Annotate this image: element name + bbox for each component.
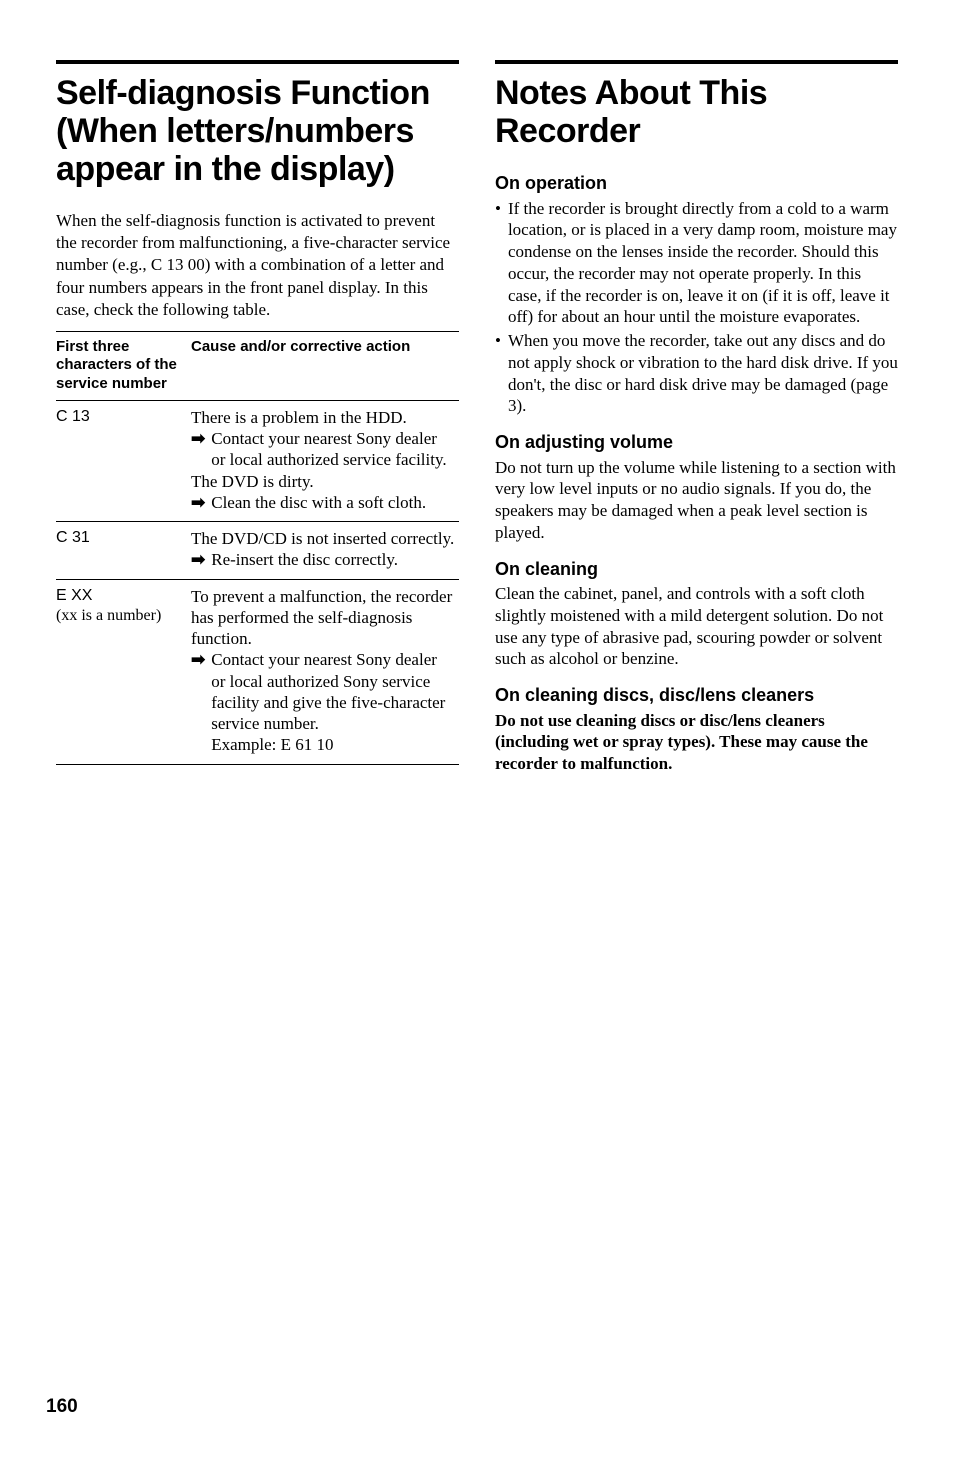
code-cell: C 13 <box>56 400 191 521</box>
arrow-item: ➡ Contact your nearest Sony dealer or lo… <box>191 428 455 471</box>
table-row: C 31 The DVD/CD is not inserted correctl… <box>56 522 459 580</box>
code-text: E XX <box>56 587 92 604</box>
action-text: To prevent a malfunction, the recorder h… <box>191 586 455 650</box>
section-title-right: Notes About This Recorder <box>495 74 898 150</box>
code-subtext: (xx is a number) <box>56 607 161 624</box>
arrow-item: ➡ Re-insert the disc correctly. <box>191 549 455 570</box>
arrow-icon: ➡ <box>191 492 211 513</box>
action-cell: There is a problem in the HDD. ➡ Contact… <box>191 400 459 521</box>
code-cell: C 31 <box>56 522 191 580</box>
page-number: 160 <box>46 1395 898 1419</box>
arrow-icon: ➡ <box>191 549 211 570</box>
table-row: C 13 There is a problem in the HDD. ➡ Co… <box>56 400 459 521</box>
bullet-list: If the recorder is brought directly from… <box>495 198 898 418</box>
subheading: On cleaning <box>495 558 898 581</box>
action-cell: The DVD/CD is not inserted correctly. ➡ … <box>191 522 459 580</box>
horizontal-rule <box>495 60 898 64</box>
arrow-item: ➡ Clean the disc with a soft cloth. <box>191 492 455 513</box>
paragraph-bold: Do not use cleaning discs or disc/lens c… <box>495 710 898 775</box>
arrow-item: ➡ Contact your nearest Sony dealer or lo… <box>191 649 455 755</box>
list-item: If the recorder is brought directly from… <box>495 198 898 329</box>
paragraph: Clean the cabinet, panel, and controls w… <box>495 583 898 670</box>
table-header-code: First three characters of the service nu… <box>56 331 191 400</box>
list-item: When you move the recorder, take out any… <box>495 330 898 417</box>
section-title-left: Self-diagnosis Function (When letters/nu… <box>56 74 459 188</box>
action-text: The DVD is dirty. <box>191 471 455 492</box>
action-text: There is a problem in the HDD. <box>191 407 455 428</box>
list-item-text: When you move the recorder, take out any… <box>508 330 898 417</box>
arrow-text-line: Example: E 61 10 <box>211 735 333 754</box>
table-row: E XX (xx is a number) To prevent a malfu… <box>56 579 459 764</box>
diagnosis-table: First three characters of the service nu… <box>56 331 459 765</box>
list-item-text: If the recorder is brought directly from… <box>508 198 898 329</box>
subheading: On adjusting volume <box>495 431 898 454</box>
left-column: Self-diagnosis Function (When letters/nu… <box>56 60 459 775</box>
right-column: Notes About This Recorder On operation I… <box>495 60 898 775</box>
code-cell: E XX (xx is a number) <box>56 579 191 764</box>
action-cell: To prevent a malfunction, the recorder h… <box>191 579 459 764</box>
paragraph: Do not turn up the volume while listenin… <box>495 457 898 544</box>
arrow-text: Contact your nearest Sony dealer or loca… <box>211 649 455 755</box>
arrow-text: Contact your nearest Sony dealer or loca… <box>211 428 455 471</box>
intro-paragraph: When the self-diagnosis function is acti… <box>56 210 459 320</box>
arrow-text: Clean the disc with a soft cloth. <box>211 492 455 513</box>
arrow-text: Re-insert the disc correctly. <box>211 549 455 570</box>
arrow-text-line: Contact your nearest Sony dealer or loca… <box>211 650 445 733</box>
subheading: On operation <box>495 172 898 195</box>
arrow-icon: ➡ <box>191 649 211 670</box>
action-text: The DVD/CD is not inserted correctly. <box>191 528 455 549</box>
arrow-icon: ➡ <box>191 428 211 449</box>
table-header-action: Cause and/or corrective action <box>191 331 459 400</box>
subheading: On cleaning discs, disc/lens cleaners <box>495 684 898 707</box>
horizontal-rule <box>56 60 459 64</box>
